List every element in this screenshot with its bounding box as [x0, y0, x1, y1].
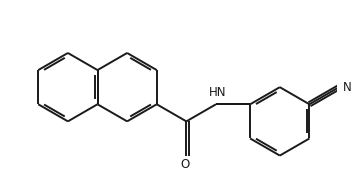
Text: N: N: [343, 81, 351, 94]
Text: O: O: [180, 158, 190, 171]
Text: HN: HN: [208, 86, 226, 99]
